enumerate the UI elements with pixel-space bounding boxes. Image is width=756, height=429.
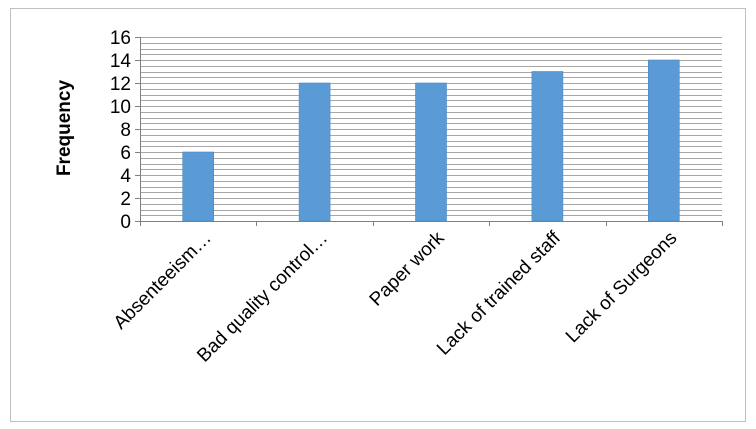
y-tick-label: 10 xyxy=(110,97,131,118)
y-tick-label: 16 xyxy=(110,28,131,49)
y-tick-label: 14 xyxy=(110,51,132,72)
bar-2 xyxy=(298,82,331,222)
x-tick-label: Bad quality control… xyxy=(193,228,332,367)
x-tick-label: Lack of Surgeons xyxy=(562,228,681,347)
y-tick-label: 6 xyxy=(120,143,131,164)
x-tick-labels: Absenteeism…Bad quality control… Paper wo… xyxy=(110,227,682,366)
x-tick-label: Absenteeism… xyxy=(110,228,216,334)
y-tick-label: 2 xyxy=(120,189,131,210)
x-tick-label: Paper work xyxy=(366,227,449,310)
x-tick-label: Lack of trained staff xyxy=(433,227,565,359)
bar-3 xyxy=(415,82,447,222)
y-tick-label: 4 xyxy=(120,166,131,187)
bar-1 xyxy=(182,151,214,222)
y-tick-label: 8 xyxy=(120,120,131,141)
bar-5 xyxy=(647,59,680,222)
axes xyxy=(135,37,723,226)
y-axis-title: Frequency xyxy=(54,80,75,177)
y-tick-label: 0 xyxy=(120,212,131,233)
y-tick-label: 12 xyxy=(110,74,131,95)
bars xyxy=(182,59,680,222)
bar-4 xyxy=(531,71,564,222)
